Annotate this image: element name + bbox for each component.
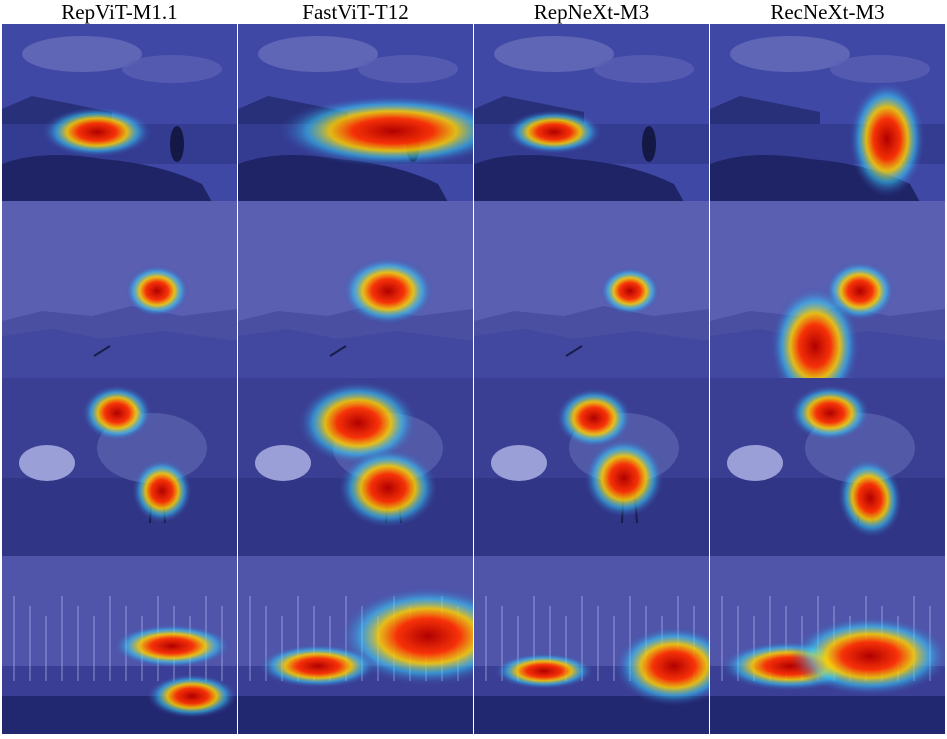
attention-hotspot [790,616,945,696]
attention-hotspot [278,95,473,167]
scene-image [238,556,473,734]
heatmap-panel-sailboats-in-marina-fastvit [238,556,473,734]
column-header-repvit: RepViT-M1.1 [61,0,178,24]
scene-image [710,378,945,556]
attention-hotspot [556,388,632,448]
attention-hotspot [614,626,709,706]
attention-hotspot [849,81,925,197]
scene-image [474,24,709,202]
heatmap-panel-pelican-on-rocks-at-shore-repnext [474,24,709,202]
attention-hotspot [790,385,870,441]
column-header-recnext: RecNeXt-M3 [770,0,885,24]
scene-image [710,201,945,379]
attention-hotspot [338,448,438,528]
scene-image [710,556,945,734]
attention-hotspot [82,385,152,441]
scene-image [474,378,709,556]
scene-image [710,24,945,202]
heatmap-panel-plover-on-pebble-beach-repvit [2,378,237,556]
heatmap-panel-pelican-on-rocks-at-shore-repvit [2,24,237,202]
scene-image [238,201,473,379]
scene-image [2,378,237,556]
attention-hotspot [42,107,152,157]
heatmap-panel-birds-in-flight-over-hazy-mountains-recnext [710,201,945,379]
attention-hotspot [112,624,232,668]
attention-hotspot [600,267,660,315]
heatmap-panel-birds-in-flight-over-hazy-mountains-repvit [2,201,237,379]
heatmap-panel-sailboats-in-marina-recnext [710,556,945,734]
heatmap-panel-sailboats-in-marina-repnext [474,556,709,734]
attention-hotspot [506,110,602,154]
attention-hotspot [837,458,903,538]
heatmap-panel-plover-on-pebble-beach-repnext [474,378,709,556]
heatmap-panel-birds-in-flight-over-hazy-mountains-repnext [474,201,709,379]
attention-hotspot [494,653,594,689]
heatmap-panel-plover-on-pebble-beach-recnext [710,378,945,556]
heatmap-panel-plover-on-pebble-beach-fastvit [238,378,473,556]
attention-hotspot [770,286,860,379]
attention-hotspot [125,265,189,317]
heatmap-panel-birds-in-flight-over-hazy-mountains-fastvit [238,201,473,379]
attention-hotspot [132,459,192,523]
scene-image [238,24,473,202]
heatmap-panel-pelican-on-rocks-at-shore-fastvit [238,24,473,202]
attention-hotspot [342,257,434,325]
scene-image [2,556,237,734]
heatmap-panel-pelican-on-rocks-at-shore-recnext [710,24,945,202]
attention-hotspot [258,644,378,688]
scene-image [474,201,709,379]
column-header-fastvit: FastViT-T12 [302,0,409,24]
heatmap-panel-sailboats-in-marina-repvit [2,556,237,734]
attention-hotspot [147,674,237,718]
scene-image [2,24,237,202]
scene-image [2,201,237,379]
scene-image [474,556,709,734]
attention-hotspot [298,381,418,465]
attention-hotspot [584,438,664,518]
column-header-repnext: RepNeXt-M3 [533,0,650,24]
scene-image [238,378,473,556]
